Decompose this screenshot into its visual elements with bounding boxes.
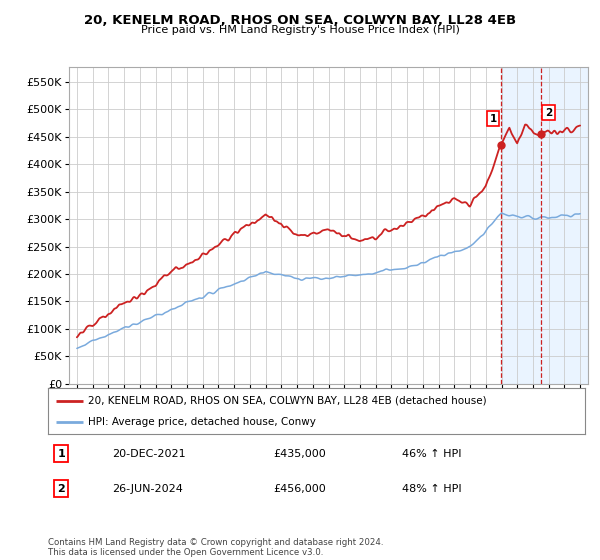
Text: 20-DEC-2021: 20-DEC-2021 [112, 449, 186, 459]
Text: £435,000: £435,000 [274, 449, 326, 459]
Text: 48% ↑ HPI: 48% ↑ HPI [403, 484, 462, 493]
Bar [501, 67, 588, 384]
Text: 20, KENELM ROAD, RHOS ON SEA, COLWYN BAY, LL28 4EB (detached house): 20, KENELM ROAD, RHOS ON SEA, COLWYN BAY… [88, 396, 487, 406]
Text: 26-JUN-2024: 26-JUN-2024 [112, 484, 184, 493]
Text: 1: 1 [490, 114, 497, 124]
Text: 20, KENELM ROAD, RHOS ON SEA, COLWYN BAY, LL28 4EB: 20, KENELM ROAD, RHOS ON SEA, COLWYN BAY… [84, 14, 516, 27]
Text: HPI: Average price, detached house, Conwy: HPI: Average price, detached house, Conw… [88, 417, 316, 427]
Text: Price paid vs. HM Land Registry's House Price Index (HPI): Price paid vs. HM Land Registry's House … [140, 25, 460, 35]
Text: £456,000: £456,000 [274, 484, 326, 493]
Text: 2: 2 [58, 484, 65, 493]
Text: Contains HM Land Registry data © Crown copyright and database right 2024.
This d: Contains HM Land Registry data © Crown c… [48, 538, 383, 557]
Text: 2: 2 [545, 108, 552, 118]
Text: 1: 1 [58, 449, 65, 459]
Text: 46% ↑ HPI: 46% ↑ HPI [403, 449, 462, 459]
